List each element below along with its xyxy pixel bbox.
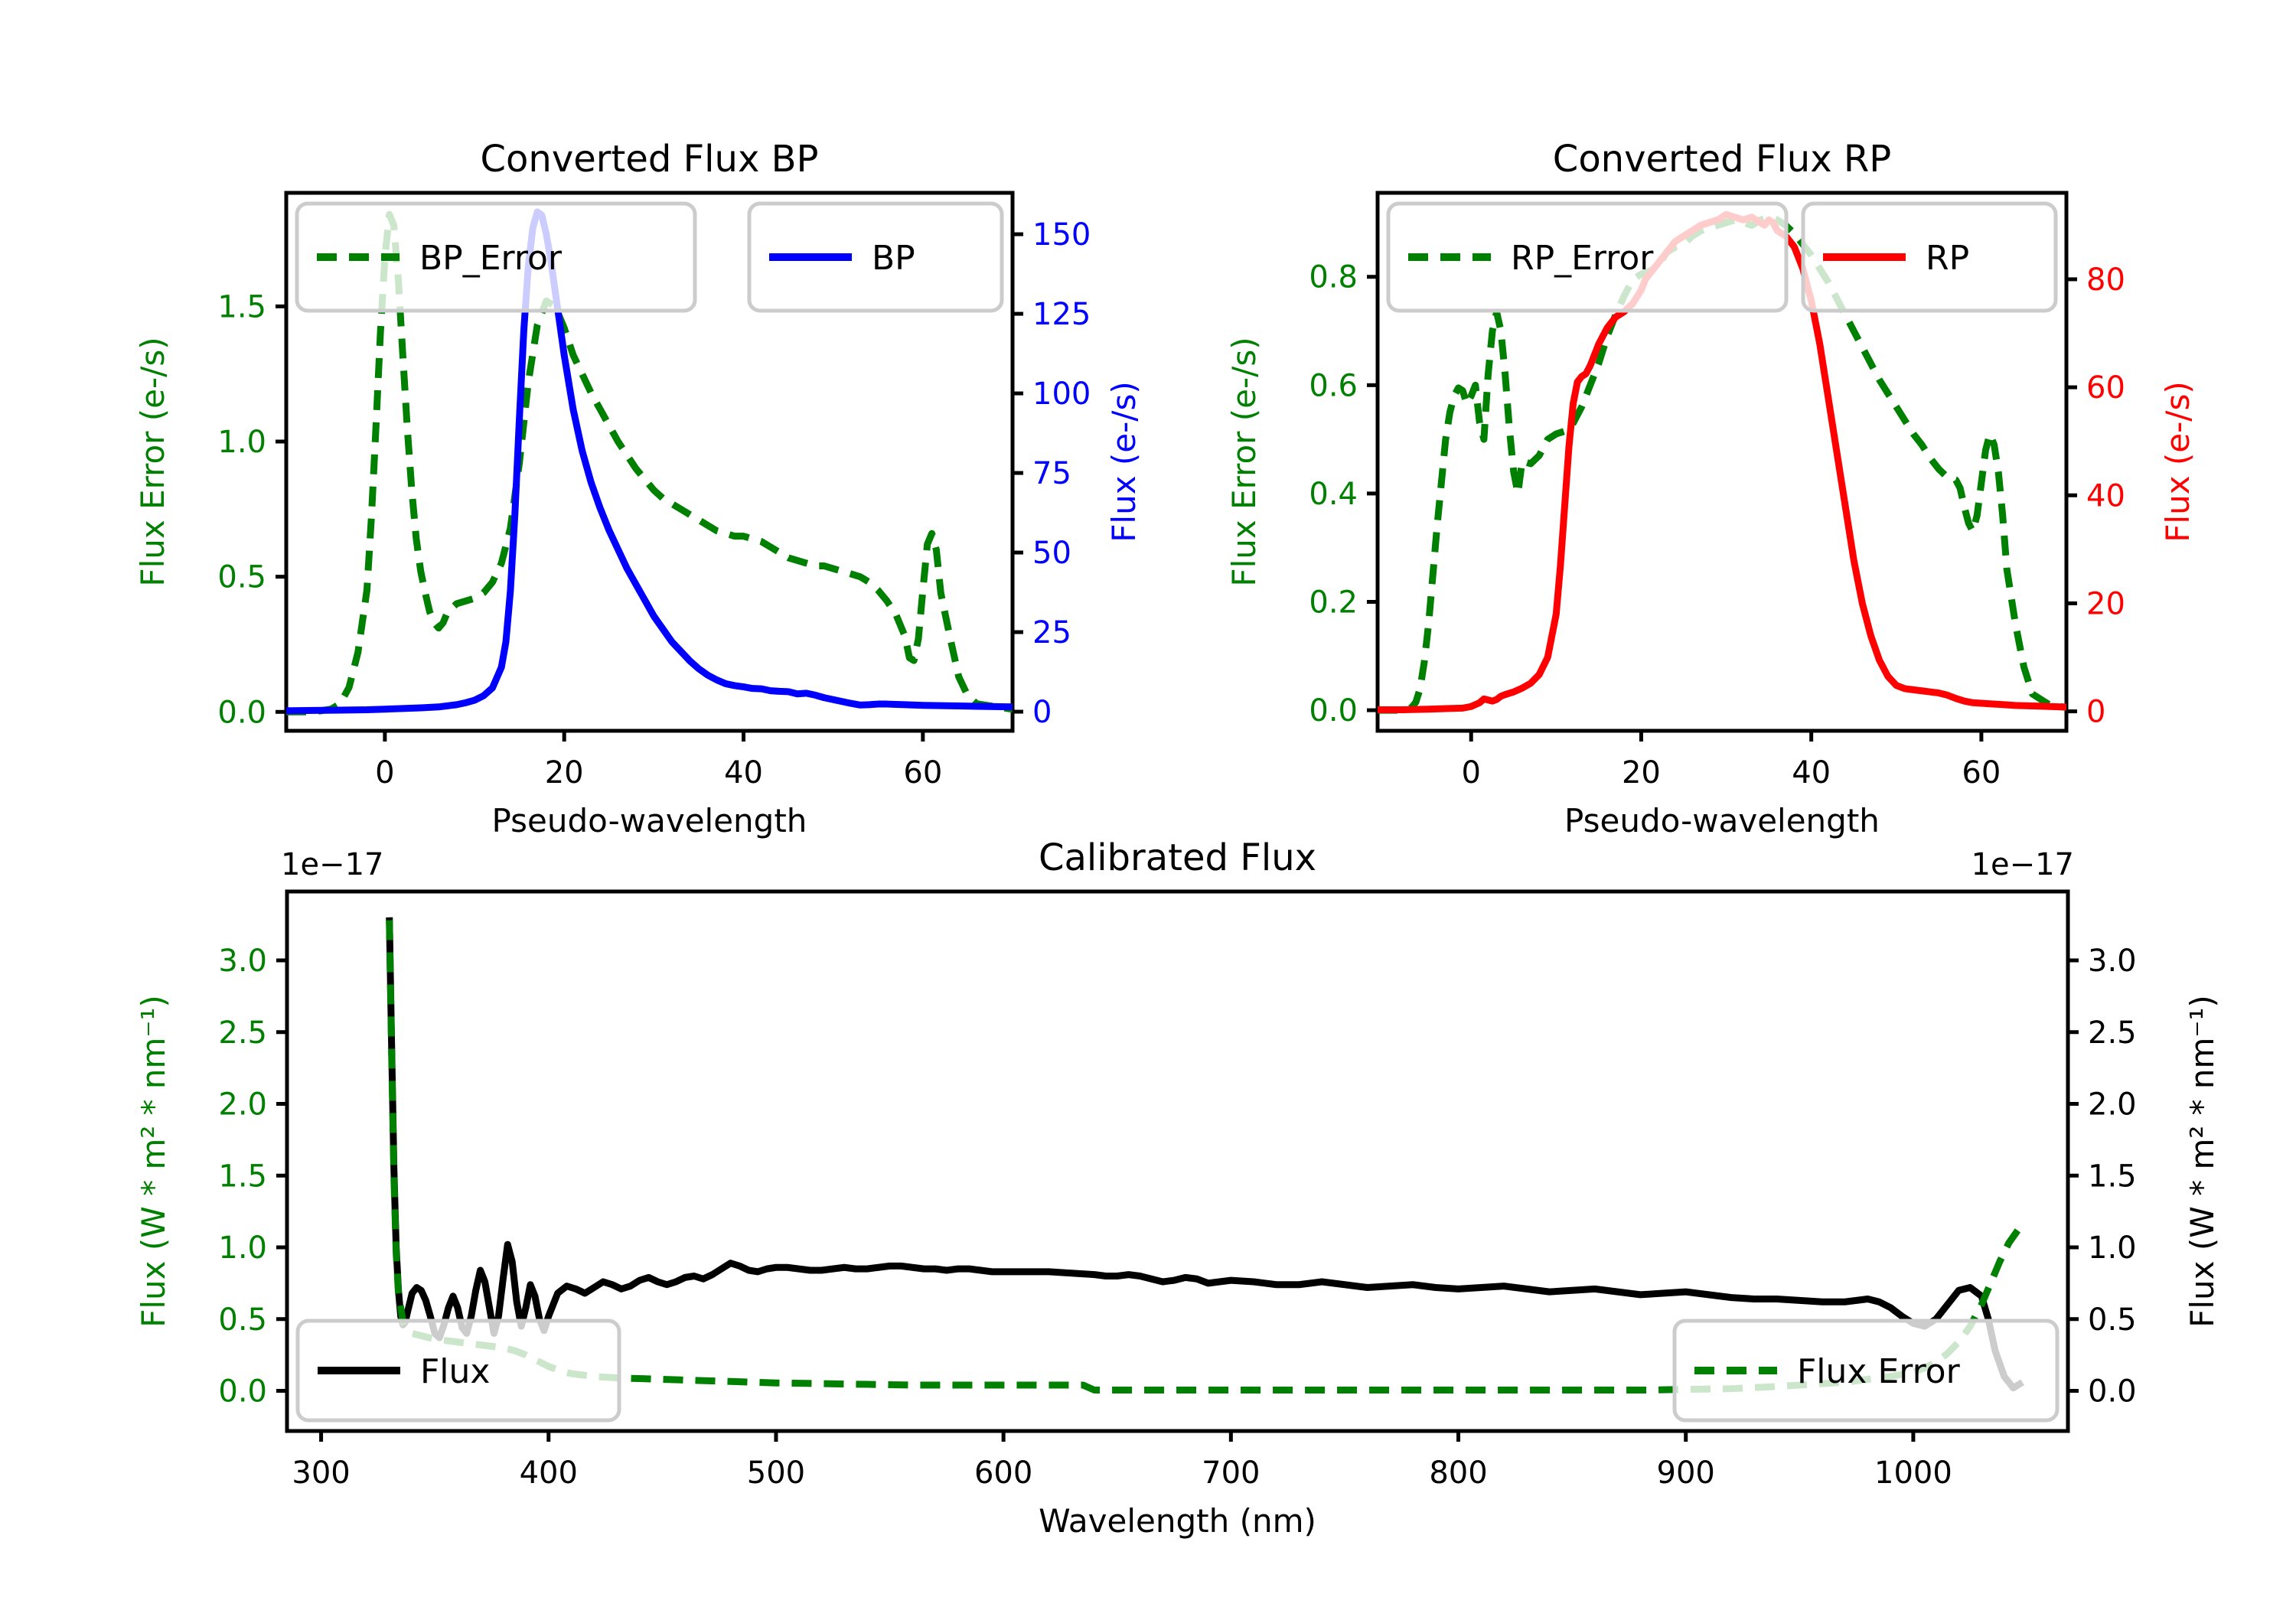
yaxis-label-right-rp: Flux (e-/s) bbox=[2159, 381, 2197, 542]
xticklabel-bp-1: 20 bbox=[545, 755, 584, 790]
yticklabel-left-bp-2: 1.0 bbox=[217, 425, 266, 460]
yticklabel-left-calibrated-3: 1.5 bbox=[218, 1159, 267, 1194]
yticklabel-right-bp-2: 50 bbox=[1032, 536, 1071, 571]
legend-rp-error[interactable]: RP_Error bbox=[1386, 201, 1789, 313]
xticklabel-calibrated-1: 400 bbox=[520, 1455, 578, 1491]
xticklabel-rp-3: 60 bbox=[1962, 755, 2001, 790]
legend-box bbox=[747, 201, 1004, 313]
yticklabel-left-rp-1: 0.2 bbox=[1309, 585, 1358, 621]
yaxis-label-left-rp: Flux Error (e-/s) bbox=[1225, 337, 1263, 586]
yticklabel-left-calibrated-4: 2.0 bbox=[218, 1087, 267, 1123]
axes-frame-calibrated bbox=[285, 889, 2070, 1433]
yticklabel-right-bp-5: 125 bbox=[1032, 297, 1091, 332]
panel-title-calibrated: Calibrated Flux bbox=[1039, 836, 1316, 879]
legend-box bbox=[295, 201, 697, 313]
xticklabel-calibrated-0: 300 bbox=[292, 1455, 350, 1491]
xticklabel-bp-2: 40 bbox=[724, 755, 763, 790]
xticklabel-bp-3: 60 bbox=[903, 755, 942, 790]
yticklabel-left-rp-2: 0.4 bbox=[1309, 477, 1358, 512]
yticklabel-left-calibrated-5: 2.5 bbox=[218, 1015, 267, 1051]
yticklabel-right-rp-2: 40 bbox=[2086, 478, 2125, 513]
plot-area-bp bbox=[286, 208, 1013, 715]
legend-box bbox=[1801, 201, 2058, 313]
axes-frame-rp bbox=[1375, 191, 2069, 733]
legend-bp[interactable]: BP bbox=[747, 201, 1004, 313]
xticklabel-rp-0: 0 bbox=[1461, 755, 1480, 790]
legend-label: BP bbox=[872, 239, 915, 278]
yticklabel-right-bp-4: 100 bbox=[1032, 376, 1091, 412]
yticklabel-left-calibrated-0: 0.0 bbox=[218, 1374, 267, 1410]
yticklabel-right-rp-3: 60 bbox=[2086, 370, 2125, 406]
yaxis-label-right-calibrated: Flux (W * m² * nm⁻¹) bbox=[2183, 995, 2221, 1328]
yticklabel-right-bp-0: 0 bbox=[1032, 695, 1052, 730]
legend-box bbox=[1386, 201, 1789, 313]
panel-calibrated: Calibrated Flux 300 400 500 600 700 800 900 1000… bbox=[135, 836, 2221, 1540]
legend-rp[interactable]: RP bbox=[1801, 201, 2058, 313]
yticklabel-right-rp-4: 80 bbox=[2086, 262, 2125, 298]
legend-flux-error[interactable]: Flux Error bbox=[1672, 1319, 2060, 1423]
xticklabel-rp-2: 40 bbox=[1792, 755, 1831, 790]
yticklabel-left-bp-0: 0.0 bbox=[217, 695, 266, 730]
series-bp-bp-error bbox=[286, 210, 1013, 715]
yaxis-label-left-bp: Flux Error (e-/s) bbox=[134, 337, 171, 586]
yticklabel-right-calibrated-2: 1.0 bbox=[2088, 1231, 2137, 1266]
xaxis-label-bp: Pseudo-wavelength bbox=[492, 802, 807, 839]
yticklabel-right-bp-6: 150 bbox=[1032, 217, 1091, 253]
legend-label: Flux bbox=[420, 1352, 490, 1391]
axes-frame-bp bbox=[284, 191, 1015, 733]
legend-label: BP_Error bbox=[419, 239, 563, 278]
yticklabel-right-bp-3: 75 bbox=[1032, 456, 1071, 491]
xticklabel-calibrated-4: 700 bbox=[1202, 1455, 1260, 1491]
yticklabel-left-calibrated-1: 0.5 bbox=[218, 1302, 267, 1338]
xticklabel-calibrated-6: 900 bbox=[1657, 1455, 1715, 1491]
yticklabel-left-bp-3: 1.5 bbox=[217, 289, 266, 324]
xaxis-label-calibrated: Wavelength (nm) bbox=[1039, 1502, 1316, 1540]
legend-flux[interactable]: Flux bbox=[295, 1319, 621, 1423]
yticklabel-left-rp-0: 0.0 bbox=[1309, 693, 1358, 729]
xticklabel-rp-1: 20 bbox=[1622, 755, 1661, 790]
legend-label: Flux Error bbox=[1797, 1352, 1961, 1391]
yticklabel-right-calibrated-0: 0.0 bbox=[2088, 1374, 2137, 1410]
yaxis-label-right-bp: Flux (e-/s) bbox=[1105, 381, 1143, 542]
panel-rp: Converted Flux RP 0 20 40 60 Pseudo-wavelengt… bbox=[1225, 138, 2197, 839]
panel-title-bp: Converted Flux BP bbox=[481, 138, 819, 181]
yticklabel-right-rp-0: 0 bbox=[2086, 695, 2105, 730]
yticklabel-right-calibrated-1: 0.5 bbox=[2088, 1302, 2137, 1338]
yticklabel-left-calibrated-6: 3.0 bbox=[218, 944, 267, 979]
yticklabel-left-rp-3: 0.6 bbox=[1309, 368, 1358, 403]
yticklabel-right-calibrated-6: 3.0 bbox=[2088, 944, 2137, 979]
xticklabel-calibrated-2: 500 bbox=[747, 1455, 805, 1491]
panel-title-rp: Converted Flux RP bbox=[1553, 138, 1891, 181]
yticklabel-left-bp-1: 0.5 bbox=[217, 560, 266, 595]
legend-box bbox=[1672, 1319, 2060, 1423]
legend-label: RP bbox=[1926, 239, 1969, 278]
legend-label: RP_Error bbox=[1511, 239, 1654, 278]
yticklabel-right-calibrated-5: 2.5 bbox=[2088, 1015, 2137, 1051]
yaxis-label-left-calibrated: Flux (W * m² * nm⁻¹) bbox=[135, 995, 172, 1328]
yticklabel-left-rp-4: 0.8 bbox=[1309, 260, 1358, 295]
xticklabel-bp-0: 0 bbox=[375, 755, 394, 790]
panel-bp: Converted Flux BP 0 20 40 60 Pseudo-wavelengt… bbox=[134, 138, 1143, 839]
series-calibrated-flux bbox=[386, 917, 2024, 1392]
xticklabel-calibrated-7: 1000 bbox=[1874, 1455, 1952, 1491]
yticklabel-left-calibrated-2: 1.0 bbox=[218, 1231, 267, 1266]
yticklabel-right-calibrated-4: 2.0 bbox=[2088, 1087, 2137, 1123]
offset-text-right-calibrated: 1e−17 bbox=[1971, 847, 2074, 882]
xticklabel-calibrated-3: 600 bbox=[974, 1455, 1032, 1491]
xticklabel-calibrated-5: 800 bbox=[1429, 1455, 1487, 1491]
legend-box bbox=[295, 1319, 621, 1423]
yticklabel-right-calibrated-3: 1.5 bbox=[2088, 1159, 2137, 1194]
series-bp-bp bbox=[286, 208, 1013, 715]
yticklabel-right-rp-1: 20 bbox=[2086, 586, 2125, 621]
yticklabel-right-bp-1: 25 bbox=[1032, 615, 1071, 650]
xaxis-label-rp: Pseudo-wavelength bbox=[1564, 802, 1880, 839]
legend-bp-error[interactable]: BP_Error bbox=[295, 201, 697, 313]
offset-text-left-calibrated: 1e−17 bbox=[281, 847, 383, 882]
